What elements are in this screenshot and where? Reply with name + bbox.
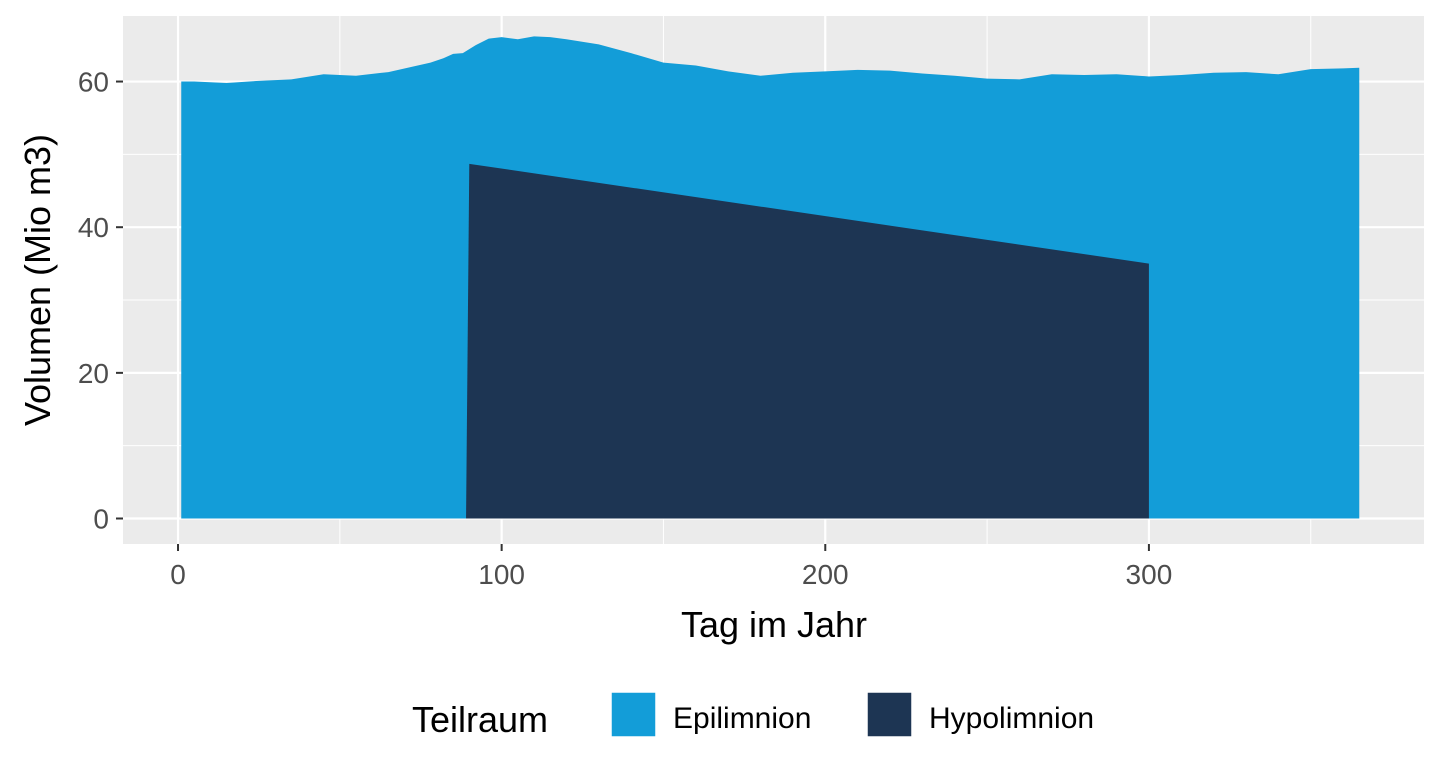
- legend-entries: Epilimnion Hypolimnion: [610, 691, 1094, 738]
- legend-title: Teilraum: [412, 699, 548, 740]
- series-areas: [181, 36, 1360, 519]
- legend-label-epilimnion: Epilimnion: [673, 702, 811, 735]
- x-tick-label: 300: [1126, 559, 1173, 590]
- y-tick-label: 40: [78, 212, 109, 243]
- legend: Teilraum Epilimnion Hypolimnion: [412, 691, 1094, 740]
- legend-label-hypolimnion: Hypolimnion: [929, 702, 1094, 735]
- y-tick-label: 60: [78, 67, 109, 98]
- x-tick-label: 0: [170, 559, 186, 590]
- legend-key-epilimnion: [610, 691, 657, 738]
- y-tick-label: 0: [93, 504, 109, 535]
- legend-key-hypolimnion: [866, 691, 913, 738]
- x-tick-label: 100: [478, 559, 525, 590]
- axes: 0 100 200 300 0 20 40 60: [78, 67, 1172, 590]
- area-hypolimnion: [466, 163, 1149, 519]
- x-axis-title: Tag im Jahr: [681, 604, 867, 645]
- y-tick-label: 20: [78, 358, 109, 389]
- x-tick-label: 200: [802, 559, 849, 590]
- y-axis-title: Volumen (Mio m3): [17, 134, 58, 426]
